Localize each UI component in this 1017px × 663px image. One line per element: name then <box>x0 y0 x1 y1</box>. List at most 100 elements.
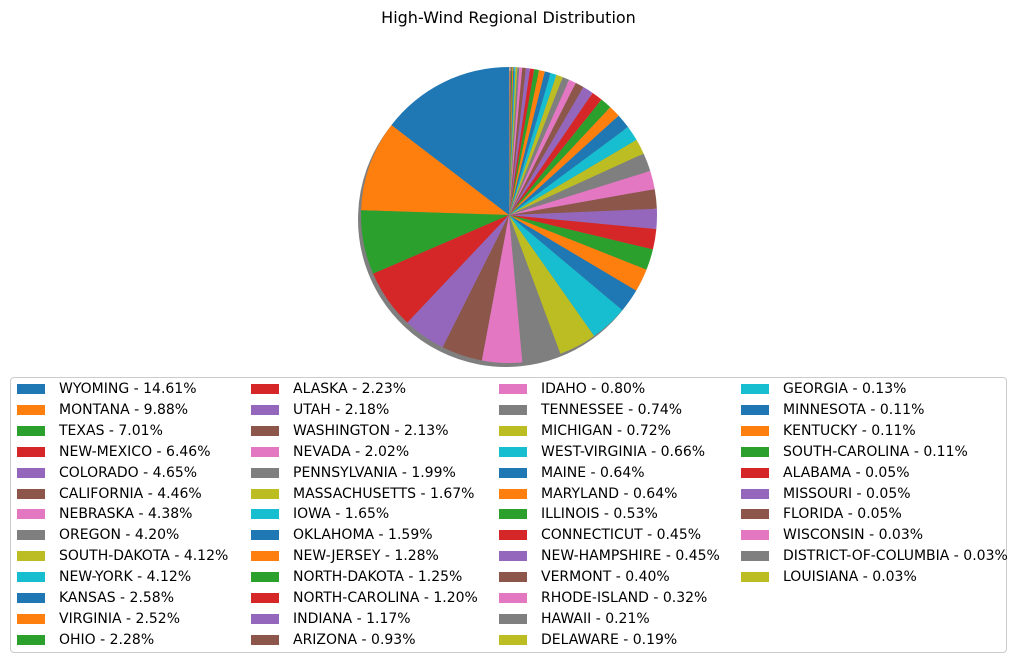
legend-label: NEW-YORK - 4.12% <box>59 569 192 586</box>
legend-item-california: CALIFORNIA - 4.46% <box>17 484 202 504</box>
legend-item-tennessee: TENNESSEE - 0.74% <box>499 400 682 420</box>
legend-label: IDAHO - 0.80% <box>541 381 646 397</box>
legend-label: DISTRICT-OF-COLUMBIA - 0.03% <box>783 548 1008 565</box>
legend-item-delaware: DELAWARE - 0.19% <box>499 630 677 650</box>
legend-label: RHODE-ISLAND - 0.32% <box>541 590 708 606</box>
legend-item-new-jersey: NEW-JERSEY - 1.28% <box>251 546 439 566</box>
legend-swatch <box>499 530 527 541</box>
legend-label: COLORADO - 4.65% <box>59 464 198 481</box>
pie-slice-pennsylvania <box>509 153 651 215</box>
pie-slice-kentucky <box>509 67 514 215</box>
legend-label: PENNSYLVANIA - 1.99% <box>293 464 456 481</box>
pie-slice-hawaii <box>509 67 520 215</box>
pie-slice-ohio <box>509 215 653 270</box>
pie-slice-tennessee <box>509 77 570 215</box>
legend-item-wisconsin: WISCONSIN - 0.03% <box>741 525 923 545</box>
pie-slice-nevada <box>509 170 655 215</box>
pie-slice-west-virginia <box>509 72 557 215</box>
pie-slice-district-of-columbia <box>509 66 510 215</box>
legend-item-louisiana: LOUISIANA - 0.03% <box>741 567 917 587</box>
legend-item-illinois: ILLINOIS - 0.53% <box>499 504 658 524</box>
pie-slice-missouri <box>509 67 511 215</box>
legend-item-new-mexico: NEW-MEXICO - 6.46% <box>17 442 211 462</box>
legend-swatch <box>17 551 45 562</box>
pie-slice-new-hampshire <box>509 67 531 215</box>
legend-swatch <box>499 425 527 436</box>
legend-label: ILLINOIS - 0.53% <box>541 506 658 523</box>
legend-item-district-of-columbia: DISTRICT-OF-COLUMBIA - 0.03% <box>741 546 1008 566</box>
legend-swatch <box>741 384 769 394</box>
legend-label: WEST-VIRGINIA - 0.66% <box>541 443 706 460</box>
pie-slice-maine <box>509 71 551 216</box>
legend-label: MINNESOTA - 0.11% <box>783 401 925 418</box>
legend-swatch <box>251 488 279 499</box>
legend-item-kansas: KANSAS - 2.58% <box>17 588 174 608</box>
pie-slice-minnesota <box>509 67 515 215</box>
legend-label: SOUTH-CAROLINA - 0.11% <box>783 443 968 460</box>
legend-item-minnesota: MINNESOTA - 0.11% <box>741 400 924 420</box>
legend-label: KENTUCKY - 0.11% <box>783 422 916 439</box>
legend-item-iowa: IOWA - 1.65% <box>251 504 389 524</box>
legend-label: VIRGINIA - 2.52% <box>59 610 181 627</box>
legend-label: DELAWARE - 0.19% <box>541 631 678 648</box>
legend-swatch <box>17 634 45 645</box>
legend-item-oklahoma: OKLAHOMA - 1.59% <box>251 525 433 545</box>
legend-label: NORTH-DAKOTA - 1.25% <box>293 569 463 586</box>
pie-slice-california <box>442 215 509 361</box>
pie-slice-oklahoma <box>509 115 629 215</box>
pie-slice-texas <box>361 210 509 274</box>
legend-label: LOUISIANA - 0.03% <box>783 569 917 586</box>
legend-swatch <box>251 593 279 603</box>
legend-item-new-york: NEW-YORK - 4.12% <box>17 567 191 587</box>
legend-item-florida: FLORIDA - 0.05% <box>741 504 902 524</box>
legend-label: WASHINGTON - 2.13% <box>293 422 449 439</box>
legend-swatch <box>741 446 769 457</box>
legend-label: NORTH-CAROLINA - 1.20% <box>293 590 478 606</box>
legend-swatch <box>741 551 769 562</box>
pie-slice-delaware <box>509 67 518 215</box>
legend-item-indiana: INDIANA - 1.17% <box>251 609 411 629</box>
legend-swatch <box>251 634 279 645</box>
pie-slice-kansas <box>509 215 637 311</box>
chart-title: High-Wind Regional Distribution <box>381 8 636 27</box>
legend-item-connecticut: CONNECTICUT - 0.45% <box>499 525 701 545</box>
legend-swatch <box>251 384 279 394</box>
legend-item-alaska: ALASKA - 2.23% <box>251 379 406 399</box>
legend-swatch <box>17 509 45 520</box>
legend-swatch <box>17 467 45 478</box>
legend-swatch <box>17 425 45 436</box>
legend-label: NEW-JERSEY - 1.28% <box>293 548 439 565</box>
pie-slice-colorado <box>407 215 509 348</box>
legend-item-north-dakota: NORTH-DAKOTA - 1.25% <box>251 567 462 587</box>
pie-slice-north-dakota <box>509 99 611 215</box>
pie-slice-new-york <box>509 215 623 337</box>
legend-swatch <box>17 572 45 583</box>
legend-swatch <box>251 551 279 562</box>
legend-item-new-hampshire: NEW-HAMPSHIRE - 0.45% <box>499 546 720 566</box>
legend-swatch <box>741 509 769 520</box>
legend-swatch <box>251 404 279 415</box>
legend-swatch <box>17 593 45 603</box>
legend-swatch <box>499 446 527 457</box>
legend-item-south-dakota: SOUTH-DAKOTA - 4.12% <box>17 546 228 566</box>
legend-label: NEW-MEXICO - 6.46% <box>59 443 211 460</box>
legend-label: NEVADA - 2.02% <box>293 443 410 460</box>
pie-slices <box>361 66 658 363</box>
legend-swatch <box>741 425 769 436</box>
legend-label: WYOMING - 14.61% <box>59 381 197 397</box>
pie-slice-florida <box>509 67 511 215</box>
pie-slice-south-dakota <box>509 215 595 354</box>
legend-label: CONNECTICUT - 0.45% <box>541 527 702 544</box>
legend-label: INDIANA - 1.17% <box>293 610 411 627</box>
legend-swatch <box>17 613 45 624</box>
legend-swatch <box>499 404 527 415</box>
legend-item-nevada: NEVADA - 2.02% <box>251 442 409 462</box>
legend-label: IOWA - 1.65% <box>293 506 390 523</box>
legend-label: MASSACHUSETTS - 1.67% <box>293 485 475 502</box>
legend-label: NEW-HAMPSHIRE - 0.45% <box>541 548 720 565</box>
pie-slice-new-mexico <box>373 215 509 323</box>
legend-item-rhode-island: RHODE-ISLAND - 0.32% <box>499 588 707 608</box>
legend-label: NEBRASKA - 4.38% <box>59 506 193 523</box>
pie-slice-montana <box>361 125 509 215</box>
legend-swatch <box>499 613 527 624</box>
